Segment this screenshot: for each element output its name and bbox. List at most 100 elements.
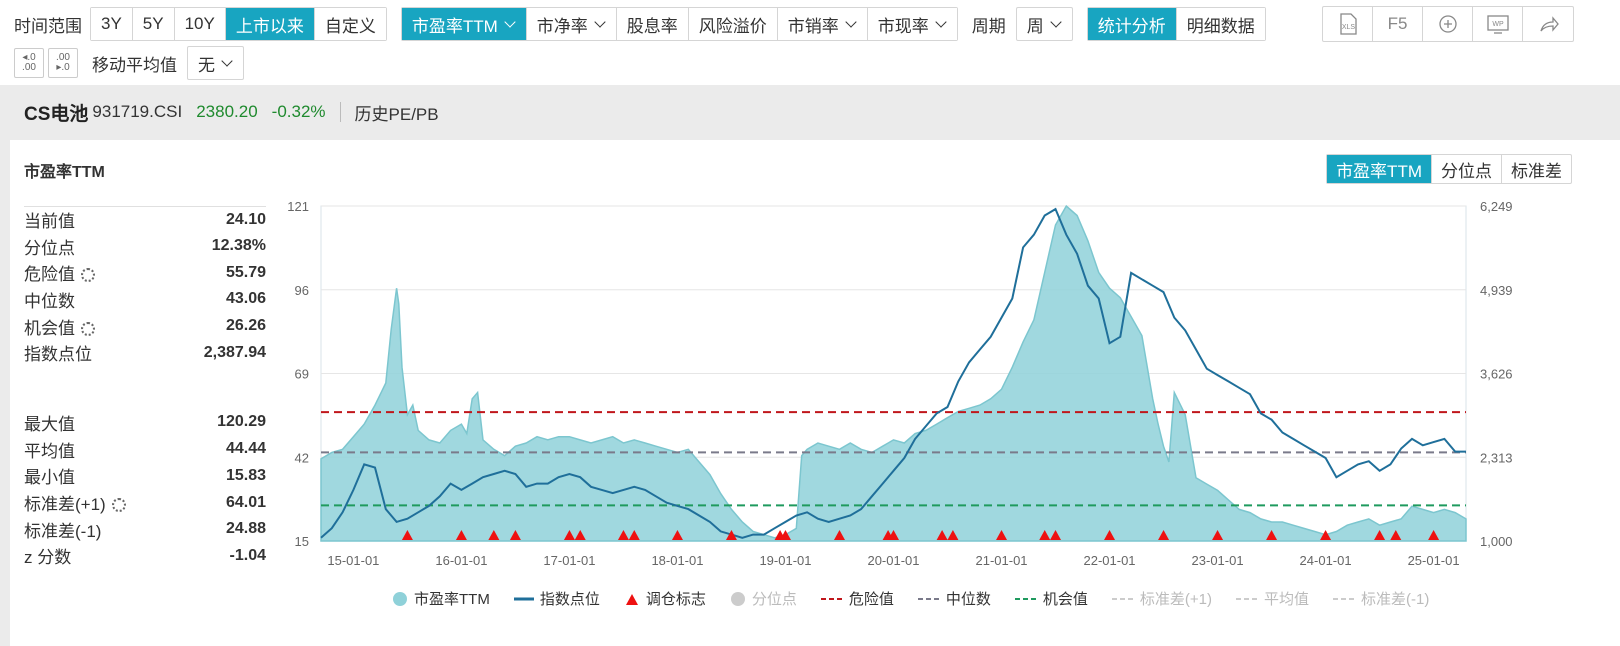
tab-percentile[interactable]: 分位点 xyxy=(1432,155,1502,183)
legend-swatch xyxy=(625,593,638,605)
stat-value: 24.88 xyxy=(225,520,266,538)
range-custom-button[interactable]: 自定义 xyxy=(314,8,386,40)
rebalance-marker xyxy=(628,530,640,540)
stat-row: 标准差(-1) 24.88 xyxy=(24,516,266,543)
index-header: CS电池 931719.CSI 2380.20 -0.32% 历史PE/PB xyxy=(0,85,1620,139)
stat-row: 分位点 12.38% xyxy=(24,233,266,260)
rebalance-marker xyxy=(1374,530,1386,540)
view-statistics-button[interactable]: 统计分析 xyxy=(1087,8,1177,40)
rebalance-marker xyxy=(888,530,899,540)
rebalance-marker xyxy=(1158,530,1170,540)
legend-label: 分位点 xyxy=(751,591,797,608)
legend-item[interactable]: 分位点 xyxy=(730,588,797,609)
index-point-line xyxy=(320,207,1466,539)
rebalance-marker xyxy=(1039,530,1051,540)
stat-label: 标准差(+1) xyxy=(24,490,126,515)
toolbar-row-1: 时间范围 3Y 5Y 10Y 上市以来 自定义 市盈率TTM 市净率 股息率 风… xyxy=(0,6,1266,42)
history-pe-pb-link[interactable]: 历史PE/PB xyxy=(354,104,439,124)
range-5y-button[interactable]: 5Y xyxy=(132,8,175,40)
rebalance-marker xyxy=(401,530,413,540)
x-tick-label: 21-01-01 xyxy=(975,553,1027,568)
rebalance-marker xyxy=(488,530,500,540)
period-label: 周期 xyxy=(971,16,1006,36)
stat-label: 分位点 xyxy=(24,234,75,259)
stat-row: 最大值 120.29 xyxy=(24,409,266,436)
legend-item[interactable]: 标准差(+1) xyxy=(1111,588,1212,609)
chevron-down-icon xyxy=(221,54,233,67)
rebalance-marker xyxy=(509,530,521,540)
legend-label: 危险值 xyxy=(848,591,894,608)
tab-pe-ttm[interactable]: 市盈率TTM xyxy=(1327,155,1432,183)
stat-value: 55.79 xyxy=(225,263,266,281)
refresh-f5-button[interactable]: F5 xyxy=(1373,7,1423,41)
chart-legend: 市盈率TTM 指数点位 调仓标志 分位点 危险值 中位数 机会值 标准差(+1) 平均值 标准差(… xyxy=(392,588,1453,609)
decrease-decimal-icon[interactable]: ◂.0.00 xyxy=(14,48,44,78)
range-10y-button[interactable]: 10Y xyxy=(174,8,226,40)
stat-value: -1.04 xyxy=(229,546,266,564)
stat-value: 64.01 xyxy=(225,493,266,511)
view-detail-button[interactable]: 明细数据 xyxy=(1176,8,1265,40)
chevron-down-icon xyxy=(1050,15,1062,28)
pe-chart: 121 96 69 42 15 6,249 4,939 3,626 2,313 1,000 15-0… xyxy=(287,199,1513,568)
legend-item[interactable]: 危险值 xyxy=(820,588,894,609)
stats-table: 当前值 24.10 分位点 12.38% 危险值 55.79 中位数 43.06 机会值 26.2… xyxy=(24,206,266,569)
xls-icon[interactable]: XLS xyxy=(1323,7,1373,41)
share-icon[interactable] xyxy=(1523,7,1573,41)
stat-row: 最小值 15.83 xyxy=(24,463,266,490)
metric-pe-ttm-button[interactable]: 市盈率TTM xyxy=(401,8,527,40)
metric-ps-button[interactable]: 市销率 xyxy=(777,8,868,40)
legend-label: 平均值 xyxy=(1264,591,1310,608)
period-select[interactable]: 周 xyxy=(1015,7,1073,41)
rebalance-marker xyxy=(1104,530,1116,540)
range-3y-button[interactable]: 3Y xyxy=(91,8,133,40)
stat-label: 机会值 xyxy=(24,314,95,339)
view-group: 统计分析 明细数据 xyxy=(1086,7,1266,41)
legend-item[interactable]: 平均值 xyxy=(1236,588,1309,609)
x-tick-label: 16-01-01 xyxy=(435,553,487,568)
metric-pe-ttm-label: 市盈率TTM xyxy=(411,16,498,36)
x-tick-label: 24-01-01 xyxy=(1300,553,1352,568)
wp-icon[interactable]: WP xyxy=(1473,7,1523,41)
stat-label: 最小值 xyxy=(24,463,75,488)
rebalance-marker xyxy=(947,530,959,540)
rebalance-marker xyxy=(455,530,467,540)
stat-row: 标准差(+1) 64.01 xyxy=(24,489,266,516)
metric-risk-premium-button[interactable]: 风险溢价 xyxy=(688,8,778,40)
stat-label: 平均值 xyxy=(24,437,75,462)
stat-value: 2,387.94 xyxy=(203,343,266,361)
legend-swatch xyxy=(1333,597,1356,600)
metric-pb-button[interactable]: 市净率 xyxy=(526,8,617,40)
toolbar-row-2: ◂.0.00 .00 ▸.0 移动平均值 无 xyxy=(0,46,244,80)
gear-icon[interactable] xyxy=(111,498,126,513)
rebalance-marker xyxy=(574,530,586,540)
legend-item[interactable]: 市盈率TTM xyxy=(392,588,490,609)
metric-dividend-button[interactable]: 股息率 xyxy=(616,8,689,40)
x-tick-label: 25-01-01 xyxy=(1408,553,1460,568)
rebalance-marker xyxy=(833,530,845,540)
range-since-listing-button[interactable]: 上市以来 xyxy=(225,8,315,40)
legend-item[interactable]: 调仓标志 xyxy=(624,588,706,609)
index-change: -0.32% xyxy=(271,102,326,121)
index-name: CS电池 xyxy=(24,103,89,125)
stat-label-text: 机会值 xyxy=(24,318,75,338)
toolbar: 时间范围 3Y 5Y 10Y 上市以来 自定义 市盈率TTM 市净率 股息率 风… xyxy=(0,0,1620,85)
metric-pcf-label: 市现率 xyxy=(877,16,929,36)
stat-value: 12.38% xyxy=(211,237,266,255)
stat-label-text: 危险值 xyxy=(24,265,75,285)
y-right-tick-label: 6,249 xyxy=(1480,199,1513,214)
legend-item[interactable]: 标准差(-1) xyxy=(1333,588,1429,609)
metric-pcf-button[interactable]: 市现率 xyxy=(867,8,957,40)
gear-icon[interactable] xyxy=(81,321,95,336)
legend-item[interactable]: 中位数 xyxy=(917,588,991,609)
chevron-down-icon xyxy=(504,15,516,28)
svg-text:XLS: XLS xyxy=(1341,24,1355,31)
rebalance-marker xyxy=(779,530,791,540)
zoom-icon[interactable] xyxy=(1423,7,1473,41)
increase-decimal-icon[interactable]: .00 ▸.0 xyxy=(48,48,78,78)
gear-icon[interactable] xyxy=(81,268,95,283)
legend-item[interactable]: 机会值 xyxy=(1014,588,1088,609)
moving-average-select[interactable]: 无 xyxy=(187,46,244,80)
legend-item[interactable]: 指数点位 xyxy=(513,588,600,609)
tab-std-dev[interactable]: 标准差 xyxy=(1511,161,1562,181)
stat-label-text: 分位点 xyxy=(24,238,75,258)
